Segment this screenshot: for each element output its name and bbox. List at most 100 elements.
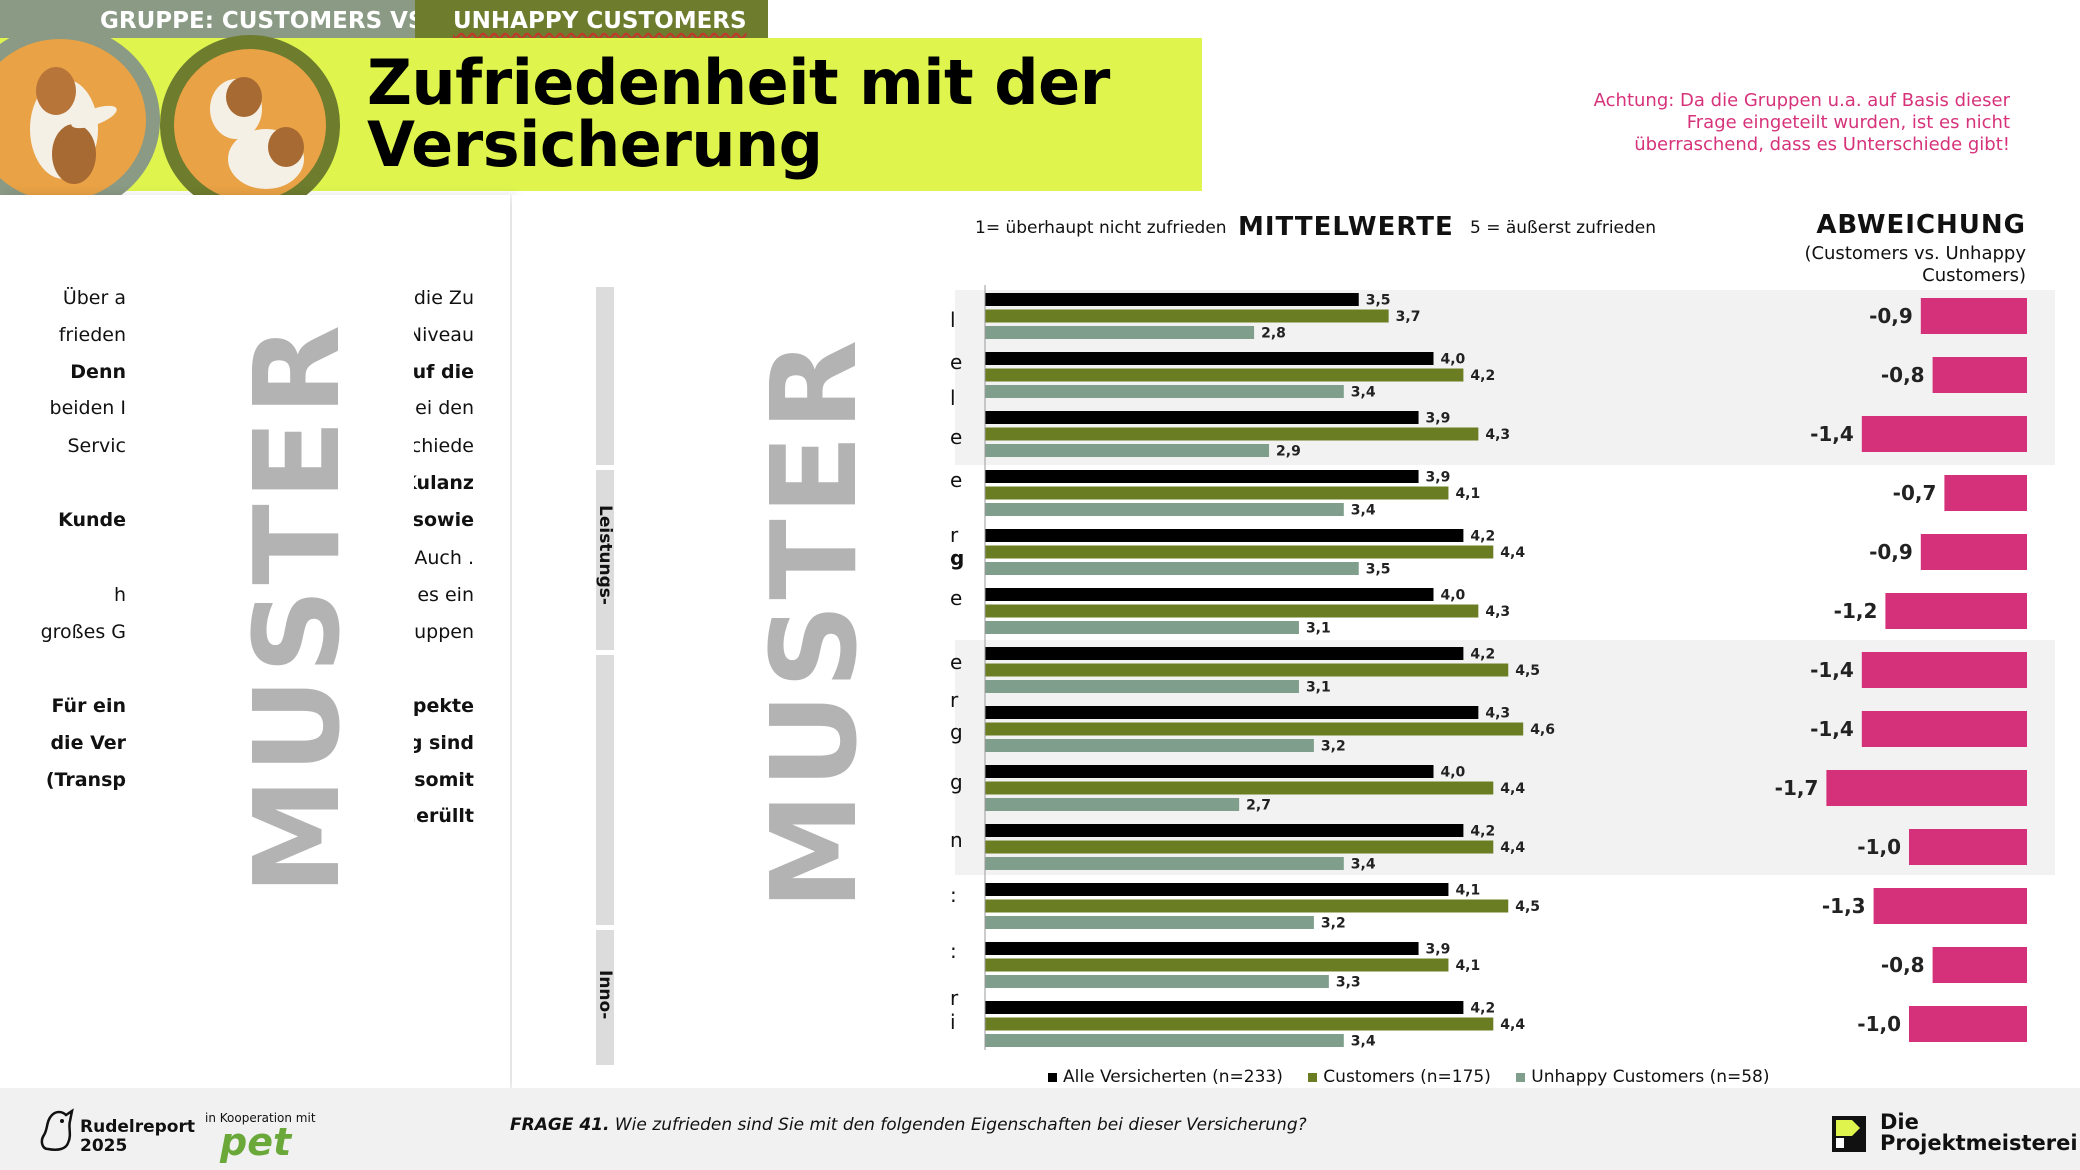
scale-left-label: 1= überhaupt nicht zufrieden [975,218,1227,238]
header-tab-right-text: UNHAPPY CUSTOMERS [453,8,747,34]
legend-label-alle: Alle Versicherten (n=233) [1063,1067,1283,1087]
bar-row11-series2 [985,899,1509,913]
bar-label-row3-series1: 3,9 [1426,411,1451,427]
deviation-title: ABWEICHUNG [1816,210,2026,240]
dog-photo-right-frame [160,35,340,215]
bar-row10-series3 [985,857,1344,870]
bar-row12-series2 [985,958,1449,972]
bar-row6-series2 [985,604,1479,618]
deviation-subtitle: (Customers vs. Unhappy Customers) [1804,243,2026,287]
question-prefix: FRAGE 41. [510,1115,610,1135]
header-tab-left-text: GRUPPE: CUSTOMERS VS. [100,8,434,34]
bar-label-row3-series3: 2,9 [1276,444,1301,460]
summary-line-right-4: bei den [414,398,474,418]
summary-line-left-9: h [113,584,126,606]
bar-label-row4-series3: 3,4 [1351,503,1376,519]
bar-row8-series2 [985,722,1524,736]
summary-line-right-9: es ein [417,585,474,605]
deviation-bar-row6 [1885,593,2027,629]
coop-text: in Kooperation mit [205,1111,316,1125]
bar-row10-series1 [985,824,1464,837]
row-label-fragment-2: e [950,350,963,374]
summary-line-right-1: die Zu- [414,288,474,308]
deviation-bar-row11 [1873,888,2027,924]
page-title-line2: Versicherung [367,108,823,181]
bar-label-row8-series2: 4,6 [1530,722,1555,738]
bar-row5-series3 [985,562,1359,575]
projektmeisterei-line1: Die [1880,1110,1919,1134]
bar-row5-series2 [985,545,1494,559]
bar-label-row4-series1: 3,9 [1426,470,1451,486]
dog-logo-icon [38,1105,78,1157]
legend-swatch-alle [1048,1073,1057,1082]
legend-swatch-customers [1308,1073,1318,1082]
bar-label-row5-series2: 4,4 [1500,545,1525,561]
deviation-bar-row2 [1932,357,2027,393]
bar-row9-series1 [985,765,1434,778]
deviation-bar-row3 [1861,416,2027,452]
brand-line1: Rudelreport [80,1117,195,1137]
deviation-label-row6: -1,2 [1834,599,1878,623]
group-bar-2 [596,470,614,650]
row-label-fragment-4: e [950,425,963,449]
bar-label-row11-series3: 3,2 [1321,916,1346,932]
dog-photo-left-icon [0,39,146,201]
brand-text: Rudelreport 2025 [80,1118,195,1156]
group-bar-1 [596,287,614,465]
deviation-bar-row10 [1909,829,2027,865]
row-label-fragment-6: r [950,523,959,547]
summary-line-right-8: . Auch [414,548,474,568]
deviation-label-row5: -0,9 [1869,540,1913,564]
deviation-label-row10: -1,0 [1857,835,1901,859]
bar-label-row1-series3: 2,8 [1261,326,1286,342]
bar-label-row10-series3: 3,4 [1351,857,1376,873]
bar-label-row1-series1: 3,5 [1366,293,1391,309]
deviation-label-row9: -1,7 [1775,776,1819,800]
deviation-subtitle-line1: (Customers vs. Unhappy [1804,243,2026,264]
bar-row12-series3 [985,975,1329,988]
bar-label-row7-series3: 3,1 [1306,680,1331,696]
bar-label-row13-series2: 4,4 [1500,1017,1525,1033]
legend-item-customers: Customers (n=175) [1308,1067,1491,1087]
projektmeisterei-logo-icon [1832,1116,1866,1156]
row-label-fragment-15: : [950,939,957,963]
deviation-label-row13: -1,0 [1857,1012,1901,1036]
projektmeisterei-text: Die Projektmeisterei [1880,1112,2078,1154]
legend-item-alle: Alle Versicherten (n=233) [1048,1067,1283,1087]
dog-photo-left-frame [0,25,160,215]
deviation-bar-row13 [1909,1006,2027,1042]
dog-photo-right-icon [174,49,326,201]
summary-line-left-13: (Transp [45,769,126,791]
bar-row2-series2 [985,368,1464,382]
bar-label-row6-series3: 3,1 [1306,621,1331,637]
question-text: FRAGE 41. Wie zufrieden sind Sie mit den… [510,1115,1307,1135]
summary-line-right-2: Niveau. [414,325,474,345]
bar-row7-series2 [985,663,1509,677]
bar-row1-series3 [985,326,1255,339]
summary-line-right-3: auf die [414,362,474,382]
bar-label-row8-series3: 3,2 [1321,739,1346,755]
deviation-subtitle-line2: Customers) [1922,265,2026,286]
bar-row7-series3 [985,680,1299,693]
bar-row4-series3 [985,503,1344,516]
bar-row12-series1 [985,942,1419,955]
summary-line-left-2: frieden [58,324,126,346]
group-bar-4 [596,930,614,1065]
summary-text-card [0,195,510,1090]
scale-right-label: 5 = äußerst zufrieden [1470,218,1657,238]
deviation-label-row8: -1,4 [1810,717,1854,741]
bar-label-row11-series1: 4,1 [1455,883,1480,899]
pet-logo: pet [220,1120,292,1164]
summary-line-right-13: somit [414,770,474,790]
row-label-fragment-8: e [950,586,963,610]
summary-line-right-7: sowie [414,510,474,530]
bar-label-row10-series2: 4,4 [1500,840,1525,856]
bar-row3-series3 [985,444,1270,457]
bar-label-row3-series2: 4,3 [1485,427,1510,443]
bar-label-row6-series1: 4,0 [1441,588,1466,604]
bar-row3-series2 [985,427,1479,441]
summary-line-left-12: die Ver [50,732,126,754]
page-title: Zufriedenheit mit der Versicherung [367,52,1187,176]
deviation-label-row2: -0,8 [1881,363,1925,387]
row-label-fragment-16: r [950,986,959,1010]
